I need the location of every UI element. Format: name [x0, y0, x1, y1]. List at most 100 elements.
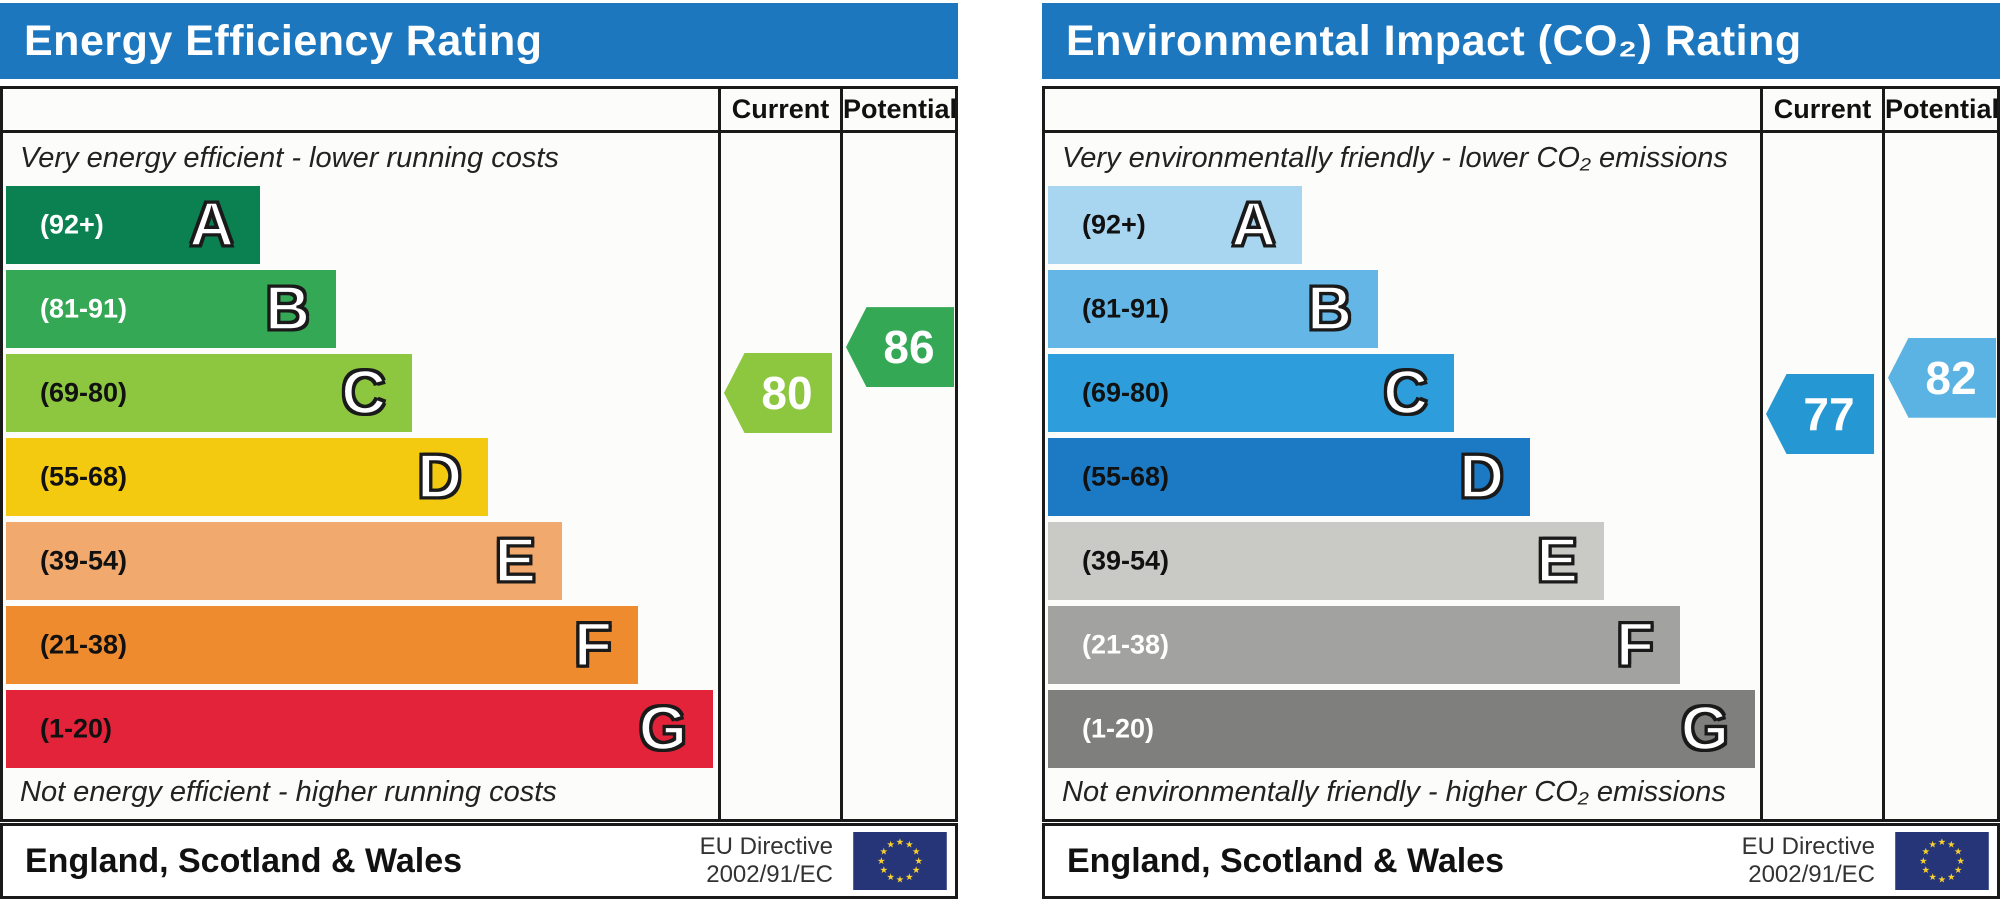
svg-text:★: ★: [1947, 840, 1955, 850]
svg-text:★: ★: [1947, 872, 1955, 882]
current-column-header: Current: [1773, 94, 1872, 124]
band-range-label: (21-38): [1082, 629, 1170, 660]
rating-band-g: (1-20) G: [1048, 690, 1755, 768]
bottom-note: Not environmentally friendly - higher CO…: [1062, 776, 1726, 808]
eu-flag-icon: ★ ★★ ★★★ ★★★ ★★★: [853, 832, 947, 890]
potential-rating-marker: 86: [846, 307, 954, 388]
svg-text:★: ★: [1919, 856, 1927, 866]
eu-directive-label: EU Directive 2002/91/EC: [700, 833, 833, 889]
svg-text:★: ★: [915, 856, 923, 866]
environmental-chart-title: Environmental Impact (CO₂) Rating: [1066, 17, 1802, 65]
svg-text:★: ★: [1938, 837, 1946, 847]
band-letter: A: [188, 189, 235, 261]
rating-band-a: (92+) A: [1048, 186, 1302, 264]
svg-text:★: ★: [896, 875, 904, 885]
band-range-label: (55-68): [40, 461, 128, 492]
svg-text:★: ★: [1928, 872, 1936, 882]
eu-directive-line1: EU Directive: [1741, 833, 1875, 860]
svg-text:★: ★: [886, 872, 894, 882]
band-range-label: (81-91): [40, 293, 128, 324]
svg-text:★: ★: [1928, 840, 1936, 850]
rating-band-f: (21-38) F: [6, 606, 638, 684]
region-label: England, Scotland & Wales: [25, 842, 463, 880]
band-letter: E: [1535, 525, 1579, 597]
chart-footer: England, Scotland & Wales EU Directive 2…: [1042, 823, 2000, 899]
band-range-label: (92+): [40, 209, 104, 240]
rating-band-f: (21-38) F: [1048, 606, 1680, 684]
eu-flag-icon: ★ ★★ ★★★ ★★★ ★★★: [1895, 832, 1989, 890]
potential-column-divider: [1882, 86, 1885, 822]
energy-chart-title: Energy Efficiency Rating: [24, 17, 543, 65]
svg-text:★: ★: [877, 856, 885, 866]
rating-band-e: (39-54) E: [1048, 522, 1604, 600]
band-letter: G: [1680, 693, 1731, 765]
svg-text:★: ★: [1957, 856, 1965, 866]
band-range-label: (55-68): [1082, 461, 1170, 492]
rating-band-c: (69-80) C: [6, 354, 412, 432]
band-range-label: (39-54): [40, 545, 128, 576]
bottom-note: Not energy efficient - higher running co…: [20, 776, 557, 808]
band-letter: C: [1382, 357, 1429, 429]
rating-band-d: (55-68) D: [1048, 438, 1530, 516]
svg-text:★: ★: [912, 846, 920, 856]
potential-rating-value: 82: [1925, 351, 1977, 404]
rating-band-b: (81-91) B: [6, 270, 336, 348]
eu-directive-line2: 2002/91/EC: [1748, 861, 1875, 888]
svg-text:★: ★: [880, 865, 888, 875]
energy-title-bar: Energy Efficiency Rating: [0, 3, 958, 79]
band-letter: E: [493, 525, 537, 597]
environmental-impact-chart: Environmental Impact (CO₂) Rating Curren…: [1042, 0, 2000, 899]
band-range-label: (69-80): [40, 377, 128, 408]
svg-text:★: ★: [1922, 846, 1930, 856]
band-letter: C: [340, 357, 387, 429]
svg-text:★: ★: [1954, 865, 1962, 875]
current-column-divider: [1760, 86, 1763, 822]
svg-text:★: ★: [1922, 865, 1930, 875]
potential-rating-value: 86: [883, 321, 935, 374]
current-rating-marker: 80: [724, 353, 832, 433]
rating-band-a: (92+) A: [6, 186, 260, 264]
band-range-label: (21-38): [40, 629, 128, 660]
rating-band-d: (55-68) D: [6, 438, 488, 516]
eu-directive-label: EU Directive 2002/91/EC: [1742, 833, 1875, 889]
band-letter: B: [264, 273, 311, 345]
environmental-title-bar: Environmental Impact (CO₂) Rating: [1042, 3, 2000, 79]
band-letter: D: [1458, 441, 1505, 513]
eu-directive-line2: 2002/91/EC: [706, 861, 833, 888]
rating-band-e: (39-54) E: [6, 522, 562, 600]
band-letter: A: [1230, 189, 1277, 261]
band-letter: D: [416, 441, 463, 513]
rating-band-g: (1-20) G: [6, 690, 713, 768]
band-range-label: (92+): [1082, 209, 1146, 240]
band-letter: F: [1615, 609, 1655, 681]
potential-rating-marker: 82: [1888, 337, 1996, 418]
band-range-label: (39-54): [1082, 545, 1170, 576]
current-rating-value: 80: [761, 367, 813, 419]
potential-column-header: Potential: [843, 94, 958, 124]
top-note: Very environmentally friendly - lower CO…: [1062, 142, 1728, 174]
rating-band-c: (69-80) C: [1048, 354, 1454, 432]
svg-text:★: ★: [886, 840, 894, 850]
band-letter: F: [573, 609, 613, 681]
band-range-label: (81-91): [1082, 293, 1170, 324]
current-rating-value: 77: [1803, 388, 1855, 440]
eu-directive-line1: EU Directive: [699, 833, 833, 860]
svg-text:★: ★: [896, 837, 904, 847]
rating-band-b: (81-91) B: [1048, 270, 1378, 348]
current-rating-marker: 77: [1766, 374, 1874, 454]
header-row-divider: [1042, 130, 2000, 133]
header-row-divider: [0, 130, 958, 133]
top-note: Very energy efficient - lower running co…: [20, 142, 559, 174]
band-letter: B: [1306, 273, 1353, 345]
svg-text:★: ★: [905, 872, 913, 882]
band-range-label: (1-20): [40, 713, 113, 744]
band-range-label: (69-80): [1082, 377, 1170, 408]
chart-footer: England, Scotland & Wales EU Directive 2…: [0, 823, 958, 899]
current-column-divider: [718, 86, 721, 822]
band-letter: G: [638, 693, 689, 765]
potential-column-divider: [840, 86, 843, 822]
region-label: England, Scotland & Wales: [1067, 842, 1505, 880]
current-column-header: Current: [731, 94, 830, 124]
svg-text:★: ★: [880, 846, 888, 856]
